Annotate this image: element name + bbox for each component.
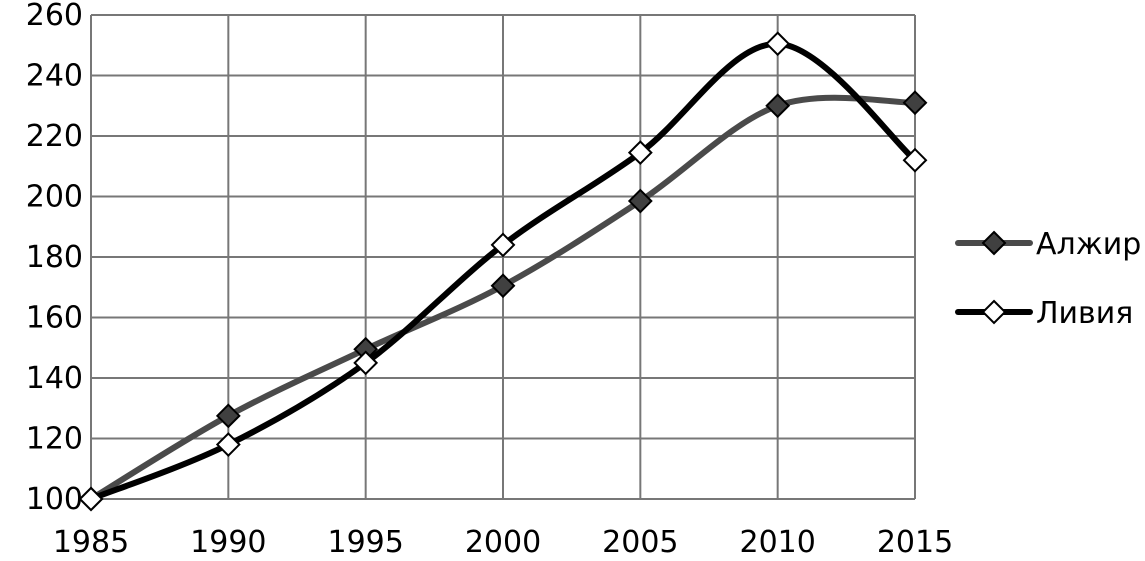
x-tick-label: 2005 [602, 525, 678, 560]
y-tick-label: 220 [26, 119, 83, 154]
series-2-point [215, 432, 241, 457]
y-tick-label: 120 [26, 422, 83, 457]
y-axis-ticks: 100 120 140 160 180 200 220 240 260 [26, 0, 83, 517]
legend-marker-1 [981, 230, 1007, 256]
y-tick-label: 240 [26, 59, 83, 94]
series-2-point [902, 147, 928, 173]
x-tick-label: 1995 [327, 525, 403, 560]
legend-marker-2 [981, 299, 1007, 325]
series-markers [78, 31, 928, 512]
y-tick-label: 260 [26, 0, 83, 33]
y-tick-label: 200 [26, 180, 83, 215]
y-tick-label: 160 [26, 301, 83, 336]
y-tick-label: 100 [26, 482, 83, 517]
y-tick-label: 180 [26, 240, 83, 275]
series-1-point [215, 403, 241, 429]
series-1-point [627, 188, 653, 214]
series-2-point [78, 486, 104, 512]
series-2-point [353, 350, 379, 376]
legend-label-1: Алжир [1036, 227, 1141, 262]
series-2-point [490, 232, 516, 258]
x-tick-label: 2000 [465, 525, 541, 560]
x-tick-label: 1985 [53, 525, 129, 560]
series-1-point [902, 90, 928, 116]
x-axis-ticks: 1985 1990 1995 2000 2005 2010 2015 [53, 525, 953, 560]
legend-label-2: Ливия [1036, 296, 1133, 331]
y-tick-label: 140 [26, 361, 83, 396]
series-1-point [765, 93, 791, 119]
legend: Алжир Ливия [955, 227, 1141, 331]
x-tick-label: 2015 [877, 525, 953, 560]
series-2-point [627, 140, 653, 166]
series-1-point [490, 273, 516, 299]
x-tick-label: 1990 [190, 525, 266, 560]
x-tick-label: 2010 [739, 525, 815, 560]
series-2-point [765, 31, 791, 57]
